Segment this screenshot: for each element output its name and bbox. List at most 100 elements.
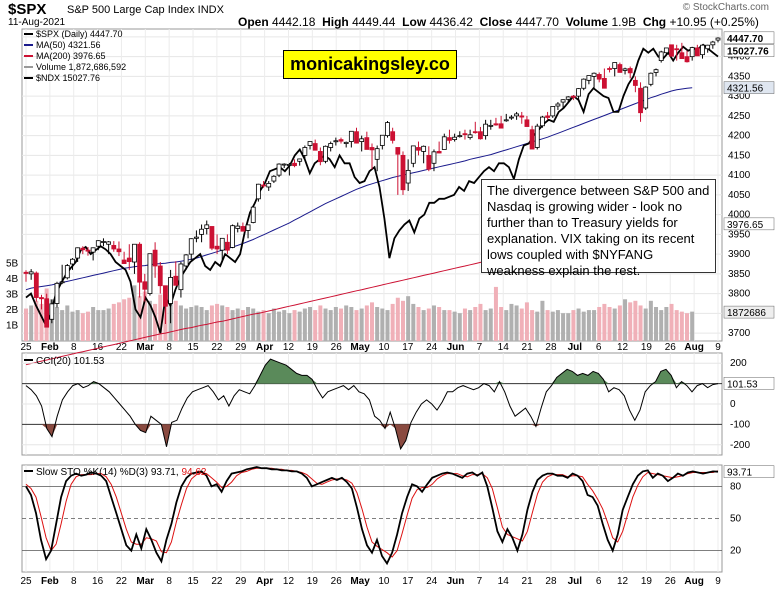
price-tick-label: 3800	[728, 289, 751, 300]
volume-tick-label: 3B	[6, 290, 19, 301]
candle-body	[369, 147, 375, 151]
candle-body	[509, 116, 514, 119]
candle-body	[385, 122, 390, 137]
time-tick-label: May	[350, 576, 370, 587]
change-label: Chg	[642, 15, 667, 29]
volume-bar	[442, 310, 447, 341]
candle-body	[75, 247, 81, 259]
candle-body	[421, 145, 427, 152]
candle-body	[188, 238, 194, 255]
ma200-price-tag-bg	[723, 217, 775, 231]
sto-tick-label: 20	[730, 546, 742, 557]
high-label: High	[322, 15, 349, 29]
legend-entry: $NDX 15027.76	[36, 73, 100, 83]
candle-body	[478, 131, 483, 140]
time-tick-label: 26	[331, 342, 343, 353]
candle-body	[694, 47, 700, 57]
volume-bar	[519, 308, 524, 341]
candle-body	[240, 226, 246, 232]
volume-bar	[80, 313, 85, 341]
ma50-line	[25, 87, 693, 291]
volume-bar	[416, 307, 421, 341]
candle-body	[286, 164, 292, 166]
candle-body	[80, 247, 86, 251]
volume-bar	[277, 311, 282, 341]
time-tick-label: Apr	[256, 342, 273, 353]
candle-body	[498, 123, 504, 129]
time-tick-label: 12	[283, 342, 295, 353]
time-tick-label: 29	[235, 576, 247, 587]
cci-tick-label: -200	[730, 440, 750, 451]
candle-body	[297, 158, 303, 162]
volume-tick-label: 4B	[6, 274, 19, 285]
volume-bar	[612, 308, 617, 341]
time-tick-label: 21	[522, 576, 534, 587]
volume-bar	[96, 310, 101, 341]
volume-bar	[623, 299, 628, 341]
volume-bar	[550, 311, 555, 341]
volume-bar	[468, 310, 473, 341]
volume-bar	[359, 308, 364, 341]
candle-body	[59, 281, 65, 284]
candle-body	[95, 240, 101, 247]
time-tick-label: 28	[545, 576, 557, 587]
volume-bar	[173, 300, 178, 341]
cci-value-tag: 101.53	[727, 379, 758, 390]
candle-body	[529, 129, 535, 150]
time-tick-label: 6	[596, 342, 602, 353]
candle-body	[106, 241, 112, 245]
candle-body	[395, 147, 401, 155]
volume-bar	[116, 302, 121, 341]
volume-bar	[147, 300, 152, 341]
time-tick-label: 12	[617, 576, 629, 587]
low-value: 4436.42	[429, 15, 473, 29]
candle-body	[354, 131, 359, 144]
candle-body	[410, 145, 416, 164]
ma50-price-tag-bg	[723, 81, 775, 94]
volume-bar	[132, 285, 137, 341]
time-tick-label: 28	[545, 342, 557, 353]
time-tick-label: 10	[378, 576, 390, 587]
legend-entry: MA(200) 3976.65	[36, 51, 106, 61]
volume-bar	[111, 303, 116, 341]
volume-bar	[602, 303, 607, 341]
candle-body	[390, 131, 396, 141]
candle-body	[441, 136, 447, 150]
time-tick-label: 22	[211, 342, 223, 353]
volume-bar	[586, 310, 591, 341]
chart-instrument-name: S&P 500 Large Cap Index INDX	[67, 4, 224, 16]
time-tick-label: 25	[20, 342, 32, 353]
time-tick-label: 26	[331, 576, 343, 587]
candle-body	[700, 44, 705, 56]
time-tick-label: 16	[92, 342, 104, 353]
time-tick-label: 9	[715, 576, 721, 587]
candle-body	[163, 285, 168, 307]
candle-body	[204, 224, 210, 229]
candle-body	[483, 123, 489, 137]
volume-bar	[530, 310, 535, 341]
candle-body	[586, 75, 592, 81]
candle-body	[560, 99, 566, 103]
volume-bar	[199, 307, 204, 341]
time-tick-label: 7	[477, 576, 483, 587]
candle-body	[405, 169, 411, 184]
volume-tick-label: 2B	[6, 305, 19, 316]
candle-body	[669, 44, 674, 57]
time-tick-label: 26	[665, 576, 677, 587]
volume-bar	[607, 307, 612, 341]
volume-bar	[297, 311, 302, 341]
time-tick-label: 19	[307, 576, 319, 587]
volume-bar	[178, 305, 183, 341]
candle-body	[550, 106, 556, 117]
volume-bar	[385, 310, 390, 341]
volume-bar	[524, 302, 529, 341]
candle-body	[54, 282, 60, 304]
time-tick-label: Jun	[447, 576, 465, 587]
volume-tag-bg	[723, 305, 775, 319]
time-tick-label: 7	[477, 342, 483, 353]
candle-body	[436, 151, 442, 154]
volume-bar	[235, 308, 240, 341]
ma200-price-tag: 3976.65	[727, 220, 764, 231]
candle-body	[503, 119, 509, 122]
candle-body	[601, 77, 607, 89]
